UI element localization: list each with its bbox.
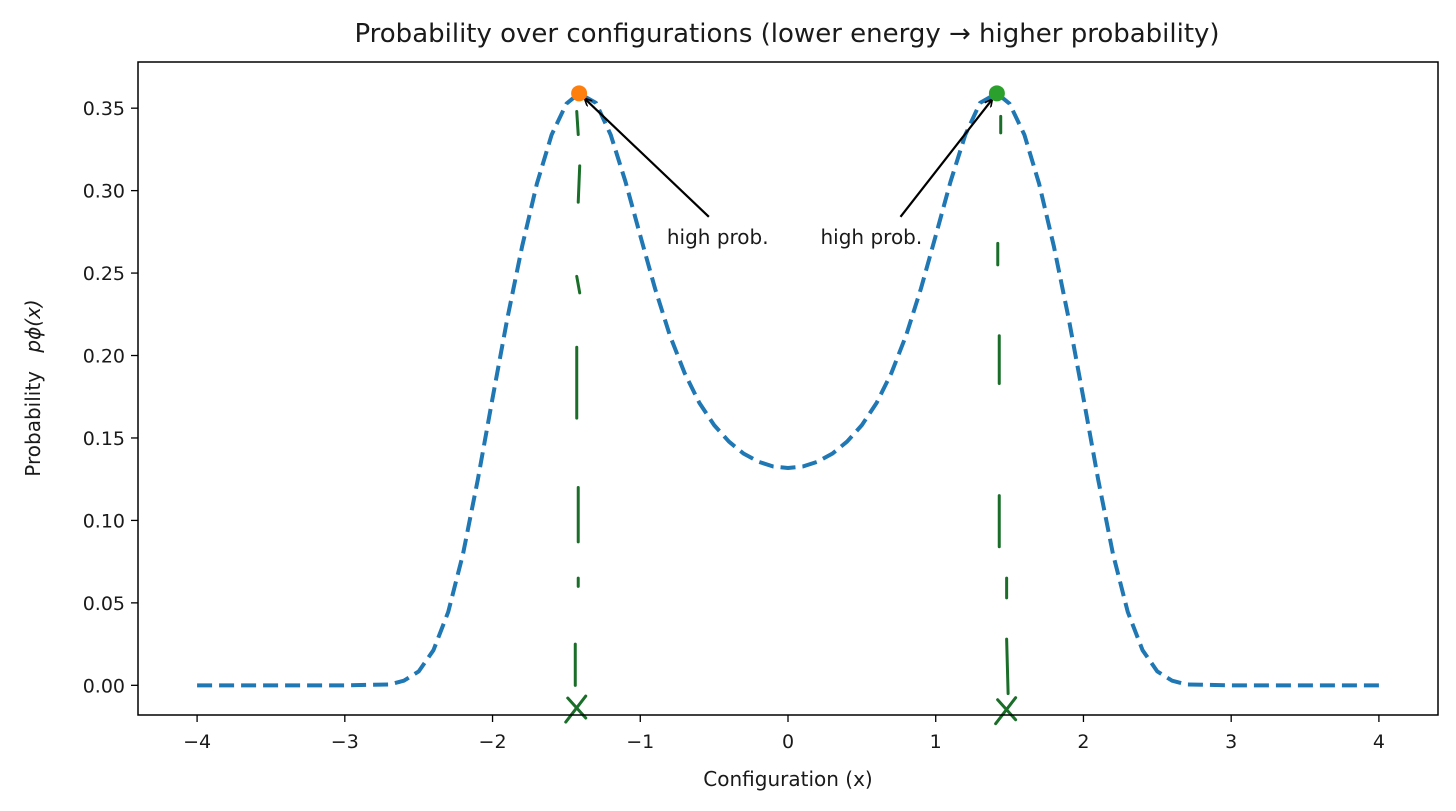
- x-tick-label: 2: [1077, 731, 1089, 753]
- x-tick-label: −3: [331, 731, 359, 753]
- annotation-arrow: [585, 99, 710, 218]
- x-tick-label: −4: [183, 731, 211, 753]
- y-tick-label: 0.15: [83, 428, 125, 450]
- peak-marker: [988, 85, 1005, 102]
- y-axis-title-math: pϕ(x): [21, 299, 45, 353]
- probability-curve: [197, 91, 1379, 688]
- annotation-label: high prob.: [821, 225, 923, 249]
- y-tick-label: 0.05: [83, 593, 125, 615]
- y-tick-label: 0.25: [83, 263, 125, 285]
- y-tick-label: 0.30: [83, 181, 125, 203]
- hand-drawn-cross: [564, 694, 588, 724]
- hand-drawn-dash: [575, 274, 582, 295]
- hand-drawn-cross: [994, 696, 1018, 726]
- y-axis: 0.00 0.05 0.10 0.15 0.20 0.25 0.30 0.35: [83, 98, 138, 697]
- x-tick-label: 4: [1373, 731, 1385, 753]
- x-tick-label: 0: [782, 731, 794, 753]
- svg-text:Probability pϕ(x): Probability pϕ(x): [21, 299, 45, 476]
- annotation-label: high prob.: [667, 225, 769, 249]
- hand-drawn-dash: [575, 109, 580, 137]
- x-tick-label: −2: [479, 731, 507, 753]
- annotation-arrow: [899, 100, 992, 218]
- hand-drawn-dash: [576, 164, 582, 204]
- peak-marker: [571, 85, 588, 102]
- y-tick-label: 0.35: [83, 98, 125, 120]
- y-tick-label: 0.10: [83, 510, 125, 532]
- x-axis: −4 −3 −2 −1 0 1 2 3 4: [183, 715, 1385, 753]
- y-axis-title: Probability: [21, 371, 45, 477]
- x-tick-label: 3: [1225, 731, 1237, 753]
- chart-title: Probability over configurations (lower e…: [354, 19, 1219, 49]
- y-tick-label: 0.00: [83, 675, 125, 697]
- x-tick-label: −1: [626, 731, 654, 753]
- axes-frame: [137, 61, 1439, 716]
- y-tick-label: 0.20: [83, 346, 125, 368]
- y-axis-title-group: Probability pϕ(x): [21, 299, 45, 476]
- x-tick-label: 1: [930, 731, 942, 753]
- plot-area: high prob. high prob.: [197, 85, 1379, 726]
- hand-drawn-dash: [1005, 637, 1010, 696]
- x-axis-title: Configuration (x): [703, 767, 872, 791]
